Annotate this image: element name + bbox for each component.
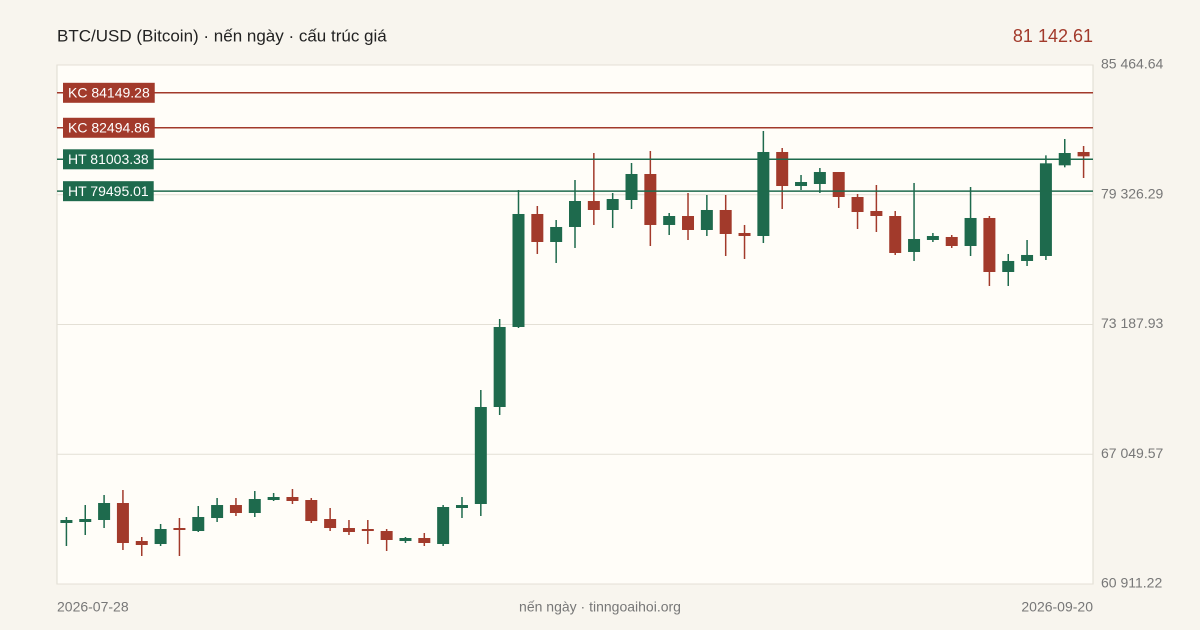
candle-body [719, 209, 732, 234]
candle-body [211, 505, 224, 519]
candle-body [983, 217, 996, 272]
candle-body [305, 500, 318, 522]
candle-body [192, 516, 205, 532]
candle-body [493, 326, 506, 407]
candle-body [1039, 163, 1052, 256]
x-end-label: 2026-09-20 [1021, 599, 1093, 615]
y-tick-label: 60 911.22 [1101, 575, 1162, 591]
candle-body [776, 151, 789, 187]
candle-body [606, 199, 619, 210]
candle-body [587, 200, 600, 210]
candle-body [870, 210, 883, 216]
candle-body [116, 503, 129, 543]
level-label-box [63, 181, 154, 202]
level-label-box [63, 82, 155, 103]
candle-body [926, 235, 939, 240]
candle-body [738, 232, 751, 236]
level-label-box [63, 149, 154, 170]
candle-body [663, 215, 676, 225]
candle-body [474, 406, 487, 504]
candle-body [795, 182, 808, 187]
candle-body [380, 531, 393, 540]
candle-body [908, 238, 921, 252]
candle-body [531, 213, 544, 242]
candle-body [361, 529, 374, 532]
y-tick-label: 85 464.64 [1101, 56, 1163, 72]
level-label-box [63, 117, 155, 138]
candle-body [851, 196, 864, 213]
candle-body [418, 538, 431, 543]
candle-body [173, 528, 186, 530]
candle-body [682, 215, 695, 230]
candle-body [229, 505, 242, 514]
candle-body [267, 497, 280, 501]
candle-body [964, 217, 977, 246]
level-label: HT 81003.38 [68, 151, 149, 167]
candle-body [512, 213, 525, 327]
chart-title: BTC/USD (Bitcoin) · nến ngày · cấu trúc … [57, 26, 387, 45]
candle-body [154, 529, 167, 545]
candle-body [644, 173, 657, 225]
candle-body [889, 215, 902, 253]
candle-body [813, 172, 826, 184]
candle-body [945, 236, 958, 246]
candle-body [60, 520, 73, 524]
candle-body [757, 151, 770, 236]
candle-body [79, 519, 92, 523]
candle-body [135, 541, 148, 546]
candle-body [700, 209, 713, 230]
candle-body [98, 503, 111, 521]
candle-body [625, 173, 638, 200]
level-label: HT 79495.01 [68, 183, 149, 199]
candle-body [286, 497, 299, 501]
candle-body [399, 538, 412, 542]
candle-body [832, 172, 845, 197]
candle-body [1021, 254, 1034, 261]
candle-body [248, 499, 261, 514]
level-label: KC 84149.28 [68, 85, 150, 101]
footer: nến ngày · tinngoaihoi.org [519, 599, 681, 615]
candle-body [324, 519, 337, 529]
y-tick-label: 79 326.29 [1101, 185, 1163, 201]
x-start-label: 2026-07-28 [57, 599, 129, 615]
y-tick-label: 67 049.57 [1101, 445, 1163, 461]
candle-body [437, 507, 450, 545]
level-label: KC 82494.86 [68, 119, 150, 135]
last-price: 81 142.61 [1013, 26, 1093, 46]
candle-body [1002, 260, 1015, 272]
candle-body [1077, 151, 1090, 157]
candle-body [455, 505, 468, 508]
candle-body [342, 528, 355, 533]
candle-body [569, 200, 581, 227]
y-tick-label: 73 187.93 [1101, 315, 1163, 331]
candle-body [550, 226, 563, 242]
